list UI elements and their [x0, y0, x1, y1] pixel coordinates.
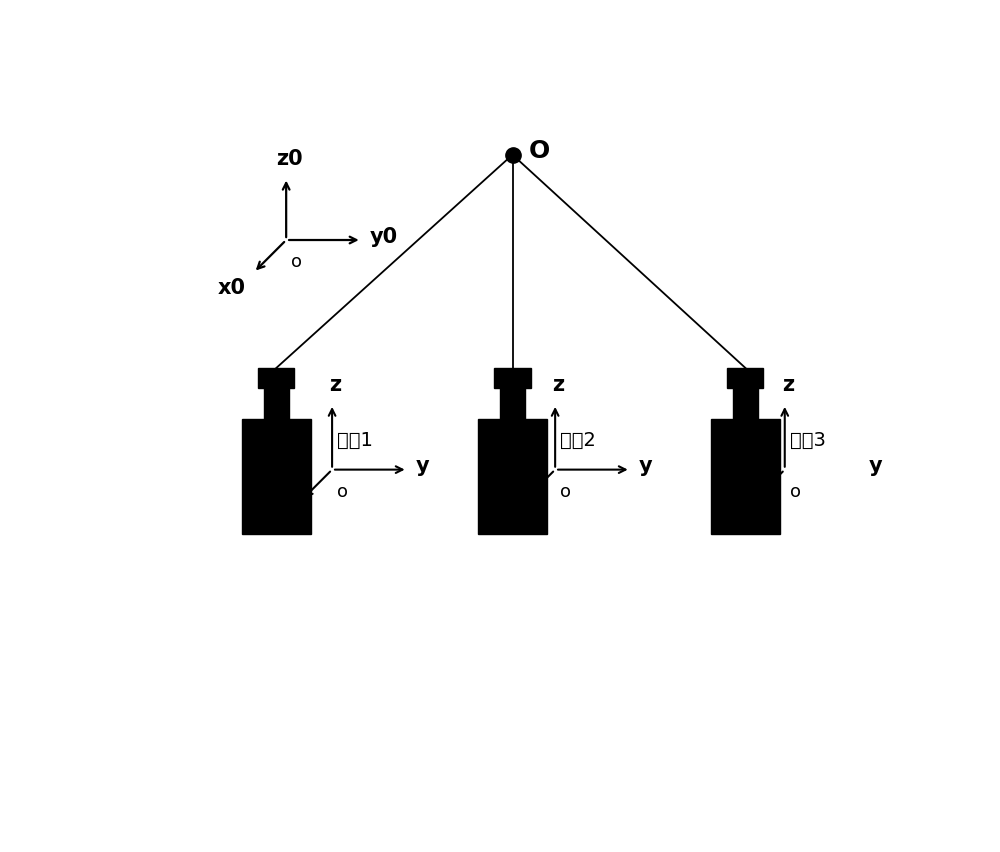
Bar — [478, 419, 547, 534]
Text: x0: x0 — [218, 278, 246, 297]
Text: y: y — [416, 457, 430, 476]
Bar — [258, 368, 294, 388]
Text: 位畱3: 位畱3 — [790, 430, 826, 450]
Text: 位畱1: 位畱1 — [337, 430, 373, 450]
Bar — [242, 419, 311, 534]
Text: o: o — [790, 483, 801, 501]
Bar — [500, 388, 525, 419]
Text: x: x — [733, 505, 747, 525]
Text: x: x — [504, 505, 517, 525]
Text: y0: y0 — [370, 227, 398, 247]
Bar — [727, 368, 763, 388]
Text: z: z — [782, 376, 794, 395]
Bar — [733, 388, 758, 419]
Text: o: o — [560, 483, 571, 501]
Text: z: z — [329, 376, 341, 395]
Bar — [494, 368, 531, 388]
Bar — [711, 419, 780, 534]
Text: x: x — [281, 505, 294, 525]
Text: 位畱2: 位畱2 — [560, 430, 596, 450]
Text: z0: z0 — [276, 149, 303, 170]
Text: O: O — [529, 140, 550, 164]
Text: y: y — [639, 457, 653, 476]
Bar — [264, 388, 289, 419]
Text: o: o — [291, 253, 302, 271]
Text: o: o — [337, 483, 348, 501]
Text: y: y — [869, 457, 882, 476]
Text: z: z — [552, 376, 564, 395]
